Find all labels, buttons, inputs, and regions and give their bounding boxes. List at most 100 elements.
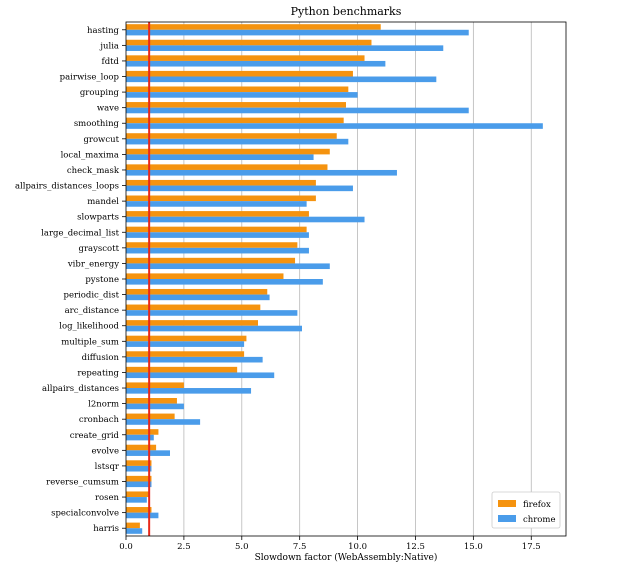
x-tick-label: 10.0 [348, 542, 367, 552]
x-tick-label: 15.0 [464, 542, 483, 552]
bar-chrome-growcut [126, 138, 349, 145]
bar-firefox-grayscott [126, 242, 298, 248]
category-label-cronbach: cronbach [79, 415, 120, 425]
x-tick-label: 0.0 [119, 542, 133, 552]
category-label-arc_distance: arc_distance [65, 306, 119, 316]
bar-chrome-grouping [126, 92, 358, 98]
bar-chrome-log_likelihood [126, 325, 302, 332]
bar-firefox-specialconvolve [126, 507, 152, 513]
bar-chrome-cronbach [126, 419, 201, 425]
bar-chrome-grayscott [126, 247, 309, 254]
bar-chrome-rosen [126, 497, 147, 503]
legend-swatch-firefox [498, 500, 516, 507]
bar-chrome-reverse_cumsum [126, 481, 152, 488]
bar-chrome-wave [126, 107, 469, 114]
category-label-l2norm: l2norm [88, 400, 119, 410]
category-label-pystone: pystone [85, 275, 119, 285]
bar-chrome-local_maxima [126, 154, 314, 161]
x-tick-label: 17.5 [522, 542, 541, 552]
bar-chrome-julia [126, 45, 444, 51]
bar-firefox-large_decimal_list [126, 226, 307, 233]
x-tick-label: 12.5 [406, 542, 425, 552]
bar-firefox-harris [126, 522, 140, 529]
bar-chrome-lstsqr [126, 465, 152, 472]
category-label-lstsqr: lstsqr [95, 462, 120, 472]
x-axis-ticks: 0.0 2.5 5.0 7.5 10.0 12.5 15.0 17.5 [119, 536, 541, 552]
bar-firefox-wave [126, 102, 346, 108]
bar-firefox-cronbach [126, 413, 175, 420]
bar-chrome-multiple_sum [126, 341, 245, 347]
bar-firefox-lstsqr [126, 460, 152, 466]
category-label-hasting: hasting [87, 26, 120, 36]
bar-firefox-pairwise_loop [126, 70, 353, 77]
bar-firefox-periodic_dist [126, 288, 268, 295]
bar-chrome-create_grid [126, 434, 154, 441]
bar-firefox-pystone [126, 273, 284, 279]
bar-firefox-l2norm [126, 397, 177, 404]
bar-chrome-check_mask [126, 169, 397, 176]
x-tick-label: 7.5 [293, 542, 307, 552]
bar-chrome-vibr_energy [126, 263, 330, 270]
bar-chrome-hasting [126, 29, 469, 36]
bar-chrome-l2norm [126, 403, 184, 410]
bar-firefox-allpairs_distances [126, 382, 184, 389]
category-label-vibr_energy: vibr_energy [67, 259, 119, 269]
category-label-reverse_cumsum: reverse_cumsum [46, 477, 119, 487]
bar-firefox-repeating [126, 366, 238, 373]
bar-firefox-local_maxima [126, 148, 330, 155]
bar-firefox-smoothing [126, 117, 344, 124]
bar-firefox-allpairs_distances_loops [126, 179, 316, 186]
category-labels: hasting julia fdtd pairwise_loop grouping wav… [15, 26, 126, 534]
bar-firefox-hasting [126, 24, 381, 30]
category-label-repeating: repeating [77, 368, 119, 378]
category-label-allpairs_distances_loops: allpairs_distances_loops [15, 182, 119, 192]
category-label-grouping: grouping [80, 88, 120, 98]
bar-chrome-pairwise_loop [126, 76, 437, 83]
category-label-large_decimal_list: large_decimal_list [41, 228, 119, 238]
x-tick-label: 5.0 [235, 542, 249, 552]
bar-chrome-repeating [126, 372, 275, 379]
bar-firefox-create_grid [126, 429, 159, 435]
category-label-slowparts: slowparts [77, 213, 119, 223]
bar-chrome-smoothing [126, 123, 543, 129]
bar-chrome-slowparts [126, 216, 365, 223]
bar-firefox-mandel [126, 195, 316, 202]
bar-firefox-evolve [126, 444, 157, 451]
category-label-growcut: growcut [83, 135, 119, 145]
category-label-wave: wave [97, 104, 119, 114]
category-label-allpairs_distances: allpairs_distances [42, 384, 119, 394]
bar-firefox-reverse_cumsum [126, 475, 152, 482]
bar-firefox-rosen [126, 491, 150, 498]
bar-chrome-harris [126, 528, 143, 534]
bar-chrome-fdtd [126, 60, 386, 67]
bar-firefox-julia [126, 39, 372, 46]
category-label-harris: harris [93, 524, 119, 534]
bar-chrome-mandel [126, 201, 307, 207]
category-label-specialconvolve: specialconvolve [51, 509, 119, 519]
category-label-periodic_dist: periodic_dist [64, 291, 120, 301]
category-label-create_grid: create_grid [70, 431, 120, 441]
category-label-local_maxima: local_maxima [61, 150, 119, 160]
bar-firefox-slowparts [126, 211, 309, 217]
legend-label-firefox: firefox [523, 500, 551, 510]
category-label-pairwise_loop: pairwise_loop [60, 73, 120, 83]
bar-chrome-large_decimal_list [126, 232, 309, 238]
legend: firefox chrome [491, 491, 561, 529]
bar-chrome-specialconvolve [126, 512, 159, 519]
bar-firefox-multiple_sum [126, 335, 247, 342]
bar-firefox-check_mask [126, 164, 328, 170]
bar-chrome-pystone [126, 279, 323, 285]
legend-swatch-chrome [498, 515, 516, 522]
category-label-evolve: evolve [91, 446, 119, 456]
bar-chrome-allpairs_distances_loops [126, 185, 353, 192]
category-label-log_likelihood: log_likelihood [59, 322, 119, 332]
bar-firefox-growcut [126, 133, 337, 139]
bar-chrome-periodic_dist [126, 294, 270, 301]
bar-layer [126, 24, 543, 534]
bar-chrome-allpairs_distances [126, 388, 252, 394]
x-axis-title: Slowdown factor (WebAssembly:Native) [255, 552, 438, 562]
bar-firefox-diffusion [126, 351, 245, 357]
category-label-smoothing: smoothing [74, 119, 120, 129]
category-label-rosen: rosen [95, 493, 120, 503]
